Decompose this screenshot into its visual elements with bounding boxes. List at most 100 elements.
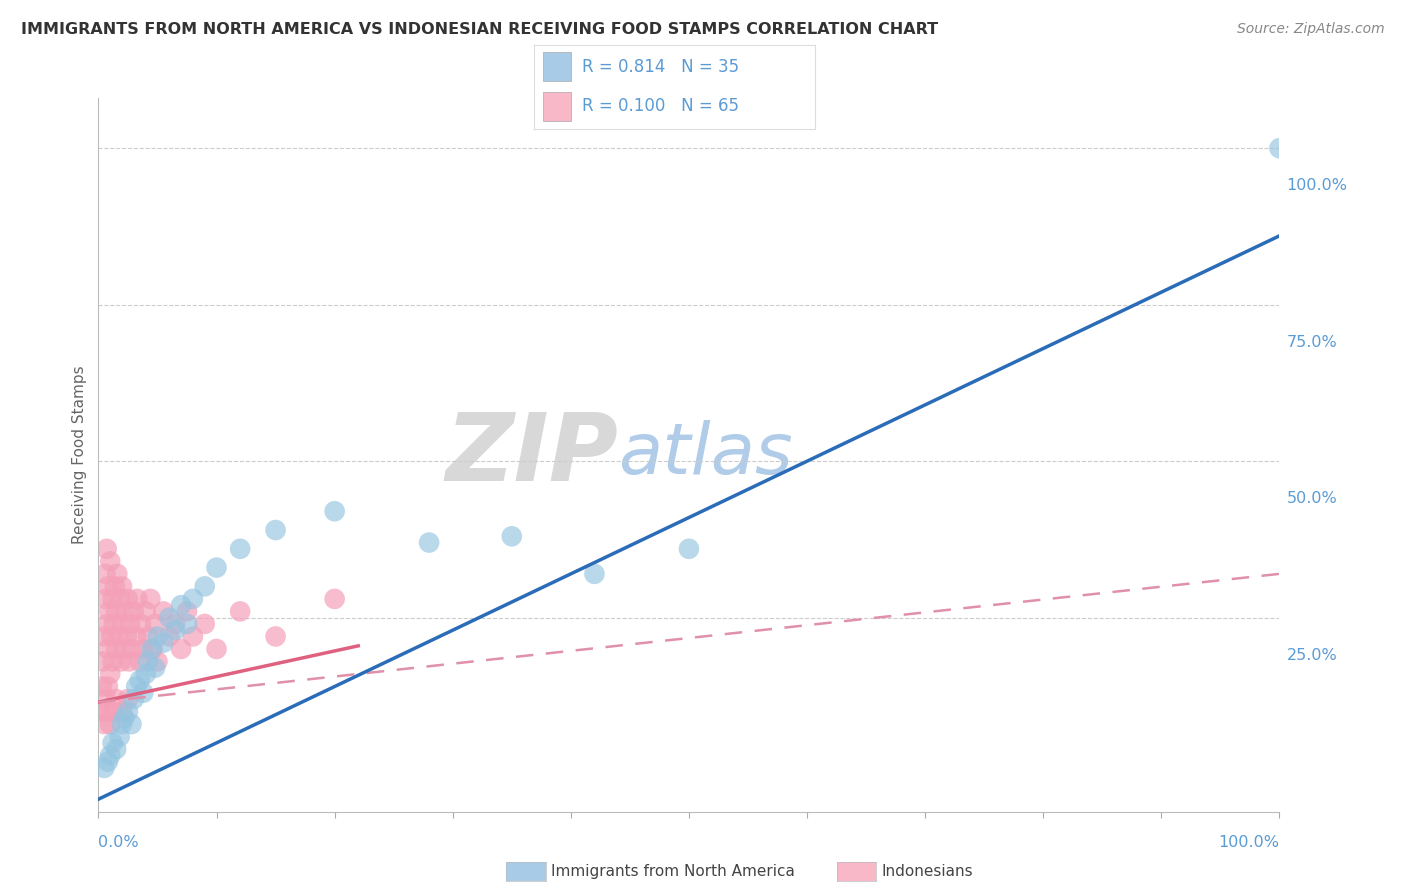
Point — [105, 566, 128, 581]
Point — [105, 642, 128, 657]
Point — [107, 630, 129, 644]
Point — [97, 755, 120, 769]
Point — [122, 604, 145, 618]
Text: R = 0.100   N = 65: R = 0.100 N = 65 — [582, 97, 740, 115]
Point — [100, 630, 122, 644]
Point — [678, 541, 700, 556]
Point — [93, 717, 115, 731]
Text: 75.0%: 75.0% — [1286, 334, 1337, 350]
Point — [146, 630, 169, 644]
Point — [93, 761, 115, 775]
Point — [194, 579, 217, 593]
Point — [143, 616, 166, 631]
Point — [96, 616, 118, 631]
Point — [205, 642, 228, 657]
Text: 100.0%: 100.0% — [1286, 178, 1347, 194]
Point — [118, 655, 141, 669]
Point — [152, 636, 174, 650]
Point — [165, 616, 187, 631]
Point — [583, 566, 606, 581]
Point — [323, 504, 346, 518]
Point — [122, 692, 145, 706]
Text: R = 0.814   N = 35: R = 0.814 N = 35 — [582, 58, 740, 76]
Point — [136, 655, 159, 669]
Text: 25.0%: 25.0% — [1286, 648, 1337, 663]
Point — [136, 630, 159, 644]
Point — [176, 604, 198, 618]
Point — [105, 742, 128, 756]
Point — [117, 692, 139, 706]
Text: IMMIGRANTS FROM NORTH AMERICA VS INDONESIAN RECEIVING FOOD STAMPS CORRELATION CH: IMMIGRANTS FROM NORTH AMERICA VS INDONES… — [21, 22, 938, 37]
Point — [264, 523, 287, 537]
Point — [194, 616, 217, 631]
Point — [101, 655, 124, 669]
Point — [114, 604, 136, 618]
Point — [94, 692, 117, 706]
Point — [152, 604, 174, 618]
Point — [108, 730, 131, 744]
Point — [112, 642, 135, 657]
Text: Indonesians: Indonesians — [882, 864, 973, 879]
Point — [142, 642, 165, 657]
Point — [1268, 141, 1291, 155]
Point — [98, 604, 121, 618]
Point — [96, 705, 118, 719]
Point — [181, 630, 204, 644]
Point — [229, 541, 252, 556]
Point — [112, 711, 135, 725]
Point — [104, 579, 127, 593]
Point — [96, 541, 118, 556]
Point — [91, 680, 114, 694]
Point — [165, 623, 187, 637]
Point — [323, 591, 346, 606]
Point — [129, 616, 152, 631]
Point — [90, 705, 112, 719]
Point — [97, 680, 120, 694]
Point — [229, 604, 252, 618]
Point — [125, 680, 148, 694]
Point — [132, 686, 155, 700]
Text: Source: ZipAtlas.com: Source: ZipAtlas.com — [1237, 22, 1385, 37]
Point — [157, 610, 180, 624]
Point — [132, 642, 155, 657]
Point — [101, 705, 124, 719]
Point — [157, 630, 180, 644]
Text: 50.0%: 50.0% — [1286, 491, 1337, 507]
Point — [101, 591, 124, 606]
Point — [205, 560, 228, 574]
Point — [181, 591, 204, 606]
Text: 0.0%: 0.0% — [98, 836, 139, 850]
Bar — [543, 53, 571, 81]
Text: atlas: atlas — [619, 420, 793, 490]
Text: Immigrants from North America: Immigrants from North America — [551, 864, 794, 879]
Point — [98, 667, 121, 681]
Point — [141, 642, 163, 657]
Point — [93, 630, 115, 644]
Point — [94, 591, 117, 606]
Point — [108, 591, 131, 606]
Point — [101, 736, 124, 750]
Point — [135, 667, 157, 681]
Point — [121, 642, 143, 657]
Point — [264, 630, 287, 644]
Point — [418, 535, 440, 549]
Point — [94, 566, 117, 581]
Point — [127, 591, 149, 606]
Point — [117, 705, 139, 719]
Point — [110, 655, 132, 669]
Point — [121, 717, 143, 731]
Point — [103, 616, 125, 631]
Point — [139, 591, 162, 606]
Point — [120, 616, 142, 631]
Point — [111, 579, 134, 593]
Point — [176, 616, 198, 631]
Point — [125, 630, 148, 644]
Point — [97, 579, 120, 593]
Point — [98, 554, 121, 568]
Text: ZIP: ZIP — [446, 409, 619, 501]
Bar — [543, 92, 571, 120]
Point — [170, 598, 193, 612]
Text: 100.0%: 100.0% — [1219, 836, 1279, 850]
Point — [117, 591, 139, 606]
Point — [97, 642, 120, 657]
